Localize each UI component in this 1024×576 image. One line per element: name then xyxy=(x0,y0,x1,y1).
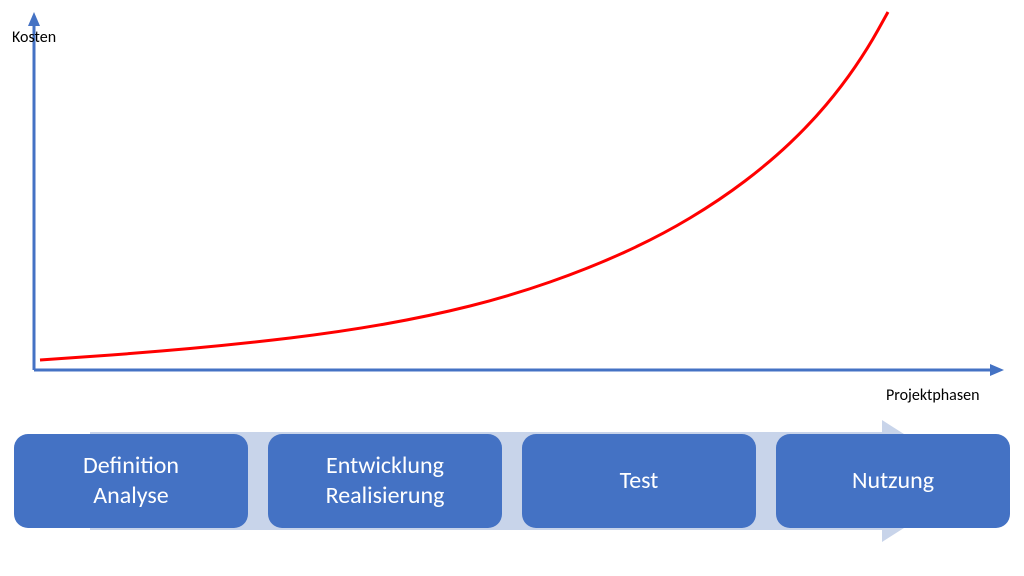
phase-box-nutzung: Nutzung xyxy=(776,434,1010,528)
x-axis-arrowhead xyxy=(990,364,1004,376)
phase-line1: Test xyxy=(620,466,659,496)
x-axis-label: Projektphasen xyxy=(886,386,979,405)
phase-box-test: Test xyxy=(522,434,756,528)
phase-line1: Definition xyxy=(83,451,179,481)
y-axis-label: Kosten xyxy=(12,28,56,47)
y-axis-arrowhead xyxy=(28,12,40,26)
phase-box-definition-analyse: Definition Analyse xyxy=(14,434,248,528)
phase-band: Definition Analyse Entwicklung Realisier… xyxy=(12,420,1012,542)
phase-line1: Nutzung xyxy=(852,466,934,496)
phase-line1: Entwicklung xyxy=(326,451,444,481)
phase-line2: Realisierung xyxy=(326,481,445,511)
phase-line2: Analyse xyxy=(93,481,168,511)
phase-box-entwicklung-realisierung: Entwicklung Realisierung xyxy=(268,434,502,528)
phase-row: Definition Analyse Entwicklung Realisier… xyxy=(12,434,1012,528)
cost-curve xyxy=(40,12,888,360)
